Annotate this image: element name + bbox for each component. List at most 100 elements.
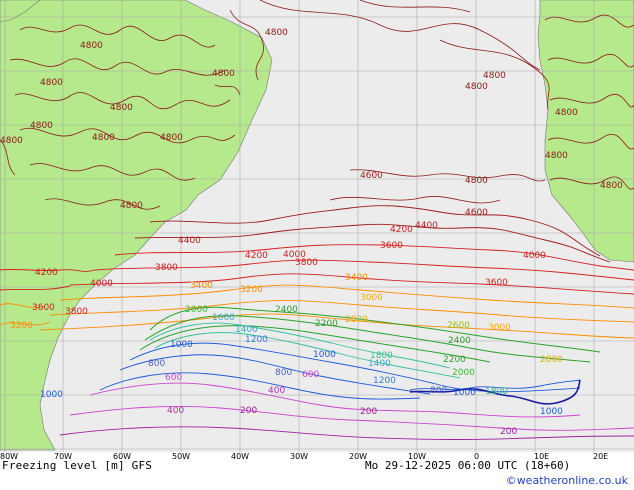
map-footer: 80W 70W 60W 50W 40W 30W 20W 10W 0 10E 20… [0, 452, 634, 490]
label-1000: 1000 [313, 350, 336, 360]
label-2400: 2400 [448, 336, 471, 346]
label-3000: 3000 [488, 323, 511, 333]
label-4600: 4600 [465, 208, 488, 218]
label-3800: 3800 [155, 263, 178, 273]
label-3400: 3400 [345, 273, 368, 283]
map-panel: 4800 4800 4800 4800 4800 4800 4800 4800 … [0, 0, 634, 452]
map-title: Freezing level [m] GFS [2, 459, 153, 472]
label-4000: 4000 [523, 251, 546, 261]
contours-2600-2000 [139, 306, 601, 363]
antarctic-zero-line [409, 379, 581, 405]
label-4800: 4800 [555, 108, 578, 118]
lon-label: 70W [54, 452, 73, 461]
label-4800: 4800 [110, 103, 133, 113]
label-400: 400 [167, 406, 184, 416]
label-600: 600 [302, 370, 319, 380]
label-2600: 2600 [447, 321, 470, 331]
map-datetime: Mo 29-12-2025 06:00 UTC (18+60) [365, 459, 571, 472]
label-200: 200 [500, 427, 517, 437]
label-4600: 4600 [360, 171, 383, 181]
label-2000: 2000 [185, 305, 208, 315]
contours-3400-2800 [0, 284, 634, 339]
label-3000: 3000 [360, 293, 383, 303]
label-1000: 1000 [40, 390, 63, 400]
lon-label: 30W [290, 452, 309, 461]
label-2200: 2200 [443, 355, 466, 365]
label-4800: 4800 [465, 82, 488, 92]
label-1000: 1000 [540, 407, 563, 417]
africa-land [537, 0, 634, 263]
contours-600 [69, 382, 634, 431]
label-4800: 4800 [120, 201, 143, 211]
label-1200: 1200 [245, 335, 268, 345]
label-4800: 4800 [160, 133, 183, 143]
label-1200: 1200 [373, 376, 396, 386]
contours-1800-1400 [149, 322, 461, 379]
contours-4800 [0, 0, 634, 210]
label-1400: 1400 [235, 325, 258, 335]
lon-label: 0 [474, 452, 480, 461]
label-4800: 4800 [40, 78, 63, 88]
label-3600: 3600 [380, 241, 403, 251]
label-4800: 4800 [545, 151, 568, 161]
label-4800: 4800 [80, 41, 103, 51]
contours-200 [59, 426, 634, 440]
label-2200: 2200 [315, 319, 338, 329]
label-4200: 4200 [390, 225, 413, 235]
label-4800: 4800 [30, 121, 53, 131]
label-800: 800 [275, 368, 292, 378]
credit-link[interactable]: ©weatheronline.co.uk [505, 474, 628, 487]
lon-label: 20W [349, 452, 368, 461]
contours-4600-4400 [134, 205, 611, 263]
label-800: 800 [148, 359, 165, 369]
label-4800: 4800 [600, 181, 623, 191]
label-3800: 3800 [295, 258, 318, 268]
label-2000: 2000 [452, 368, 475, 378]
label-2800: 2800 [345, 315, 368, 325]
label-400: 400 [268, 386, 285, 396]
label-200: 200 [360, 407, 377, 417]
label-200: 200 [240, 406, 257, 416]
lon-label: 80W [0, 452, 19, 461]
contours-4200-3600 [0, 244, 634, 295]
label-1800: 1800 [370, 351, 393, 361]
label-4800: 4800 [212, 69, 235, 79]
lon-label: 10W [408, 452, 427, 461]
lon-label: 60W [113, 452, 132, 461]
label-4200: 4200 [245, 251, 268, 261]
label-4200: 4200 [35, 268, 58, 278]
label-4800: 4800 [465, 176, 488, 186]
label-3200: 3200 [240, 285, 263, 295]
contour-labels: 4800 4800 4800 4800 4800 4800 4800 4800 … [0, 28, 623, 437]
label-3600: 3600 [485, 278, 508, 288]
lon-label: 10E [534, 452, 550, 461]
label-1800: 1800 [485, 387, 508, 397]
label-800: 800 [430, 386, 447, 396]
label-4000: 4000 [283, 250, 306, 260]
label-4400: 4400 [415, 221, 438, 231]
label-4800: 4800 [265, 28, 288, 38]
label-4400: 4400 [178, 236, 201, 246]
label-4000: 4000 [90, 279, 113, 289]
lat-lon-grid [0, 0, 634, 452]
label-1400: 1400 [368, 359, 391, 369]
contours-1200-800 [99, 342, 581, 400]
lon-label: 20E [593, 452, 609, 461]
freezing-level-map: 4800 4800 4800 4800 4800 4800 4800 4800 … [0, 0, 634, 452]
label-4800: 4800 [483, 71, 506, 81]
label-2400: 2400 [275, 305, 298, 315]
label-2800: 2800 [540, 355, 563, 365]
label-3800: 3800 [65, 307, 88, 317]
label-3600: 3600 [32, 303, 55, 313]
label-1000: 1000 [170, 340, 193, 350]
label-600: 600 [165, 373, 182, 383]
label-1000: 1000 [453, 388, 476, 398]
label-4800: 4800 [0, 136, 23, 146]
label-1600: 1600 [212, 313, 235, 323]
label-3400: 3400 [190, 281, 213, 291]
label-3200: 3200 [10, 321, 33, 331]
label-4800: 4800 [92, 133, 115, 143]
central-america-land [0, 0, 41, 23]
lon-label: 40W [231, 452, 250, 461]
lon-label: 50W [172, 452, 191, 461]
